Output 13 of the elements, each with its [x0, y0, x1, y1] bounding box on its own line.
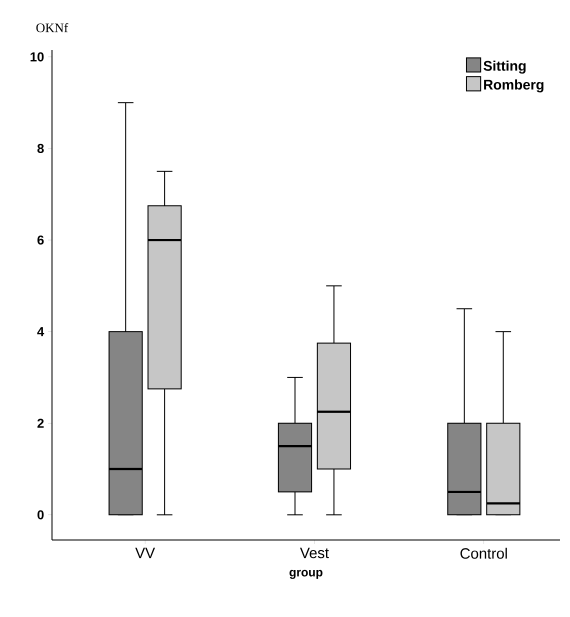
- x-tick-label: VV: [135, 548, 156, 558]
- y-tick-label: 4: [37, 327, 44, 336]
- y-tick-label: 10: [30, 52, 44, 62]
- y-tick-label: 8: [37, 144, 44, 154]
- legend-label: Sitting: [484, 60, 526, 74]
- x-tick-label: Vest: [300, 548, 329, 558]
- x-axis-title: group: [290, 570, 322, 579]
- y-tick-label: 2: [37, 418, 44, 428]
- y-axis-title: OKNf: [36, 22, 68, 32]
- legend-label: Romberg: [484, 79, 544, 92]
- y-tick-label: 6: [37, 235, 44, 245]
- x-tick-label: Control: [460, 548, 507, 559]
- y-tick-label: 0: [38, 510, 44, 520]
